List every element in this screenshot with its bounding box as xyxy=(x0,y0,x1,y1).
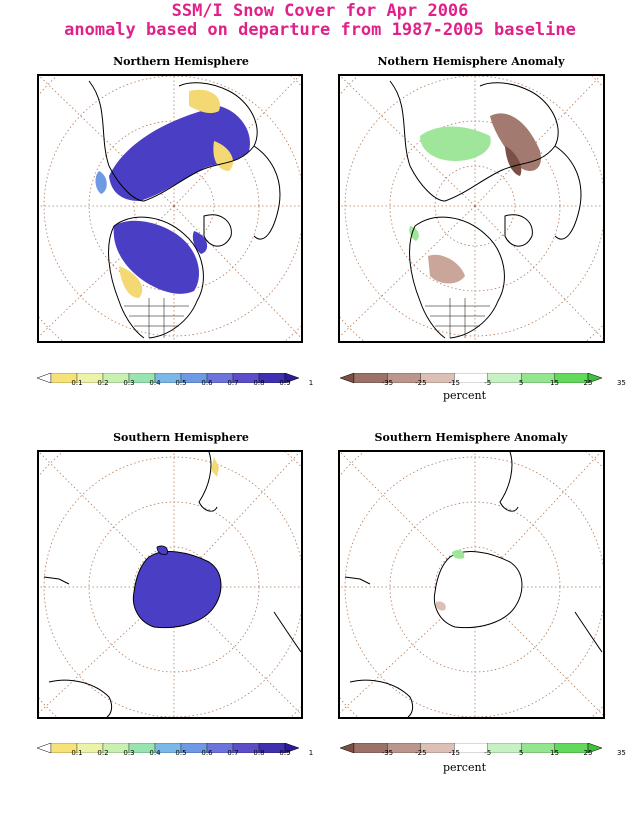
map-northern-hemisphere-svg xyxy=(39,76,301,341)
colorbar-tick-label: -15 xyxy=(448,749,460,757)
colorbar-max-arrow xyxy=(587,372,603,384)
anomaly-negative-east-antarctica xyxy=(435,601,446,611)
colorbar-unit-sh: percent xyxy=(443,761,486,774)
colorbar-max-arrow xyxy=(284,742,300,754)
colorbar-min-arrow xyxy=(339,742,355,754)
colorbar-tick-label: -35 xyxy=(381,379,394,387)
antarctica-outline xyxy=(433,551,523,629)
colorbar-tick-label: 0.4 xyxy=(149,379,161,387)
colorbar-tick-label: 0.5 xyxy=(175,749,187,757)
colorbar-tick-label: 15 xyxy=(550,749,560,757)
map-southern-anomaly-svg xyxy=(340,452,603,717)
colorbar-max-arrow xyxy=(587,742,603,754)
colorbar-swatches xyxy=(339,372,603,384)
figure-title-line-1: SSM/I Snow Cover for Apr 2006 xyxy=(171,1,469,21)
panel-title-southern-hemisphere: Southern Hemisphere xyxy=(113,431,249,444)
snow-greenland-edge xyxy=(192,231,208,254)
coastlines xyxy=(88,80,281,339)
anomaly-positive-alaska xyxy=(409,226,419,241)
colorbar-tick-label: 25 xyxy=(583,379,593,387)
snow-partial-scandinavia xyxy=(189,89,220,114)
colorbar-anomaly-nh xyxy=(339,368,603,384)
colorbar-min-arrow xyxy=(36,742,52,754)
political-boundaries xyxy=(124,298,189,338)
map-northern-hemisphere xyxy=(37,74,303,343)
colorbar-tick-label: 0.6 xyxy=(201,379,213,387)
colorbar-tick-label: 5 xyxy=(518,379,524,387)
snow-antarctica xyxy=(132,551,222,629)
colorbar-tick-label: 0.4 xyxy=(149,749,161,757)
snow-north-america xyxy=(113,220,199,294)
colorbar-tick-label: -25 xyxy=(415,379,427,387)
colorbar-tick-label: -25 xyxy=(415,749,427,757)
panel-title-northern-anomaly: Nothern Hemisphere Anomaly xyxy=(377,55,565,68)
colorbar-tick-label: 1 xyxy=(308,749,314,757)
colorbar-tick-label: 0.2 xyxy=(97,749,109,757)
colorbar-tick-label: -15 xyxy=(448,379,460,387)
colorbar-tick-label: 0.6 xyxy=(201,749,213,757)
anomaly-negative-europe xyxy=(490,113,541,171)
colorbar-tick-label: 1 xyxy=(308,379,314,387)
antarctic-peninsula xyxy=(156,545,168,555)
map-northern-anomaly xyxy=(338,74,605,343)
colorbar-swatches xyxy=(36,372,300,384)
coastlines xyxy=(389,80,582,339)
snow-partial-eurasia-south xyxy=(213,141,234,171)
colorbar-tick-label: 15 xyxy=(550,379,560,387)
colorbar-swatch xyxy=(487,372,522,384)
colorbar-tick-label: 0.8 xyxy=(253,379,265,387)
colorbar-tick-label: 0.8 xyxy=(253,749,265,757)
colorbar-swatches xyxy=(339,742,603,754)
colorbar-tick-label: -5 xyxy=(484,379,492,387)
colorbar-tick-label: -5 xyxy=(484,749,492,757)
snow-partial-north-america xyxy=(119,266,143,298)
colorbar-tick-label: 35 xyxy=(616,749,626,757)
map-southern-hemisphere-svg xyxy=(39,452,301,717)
panel-title-northern-hemisphere: Northern Hemisphere xyxy=(113,55,249,68)
snow-east-asia xyxy=(95,171,107,194)
anomaly-negative-canada xyxy=(428,254,465,284)
colorbar-anomaly-sh xyxy=(339,738,603,754)
graticule xyxy=(340,76,603,341)
colorbar-swatches xyxy=(36,742,300,754)
colorbar-tick-label: 0.5 xyxy=(175,379,187,387)
map-southern-anomaly xyxy=(338,450,605,719)
colorbar-tick-label: 0.1 xyxy=(71,379,83,387)
colorbar-tick-label: 0.9 xyxy=(279,379,291,387)
colorbar-tick-label: 25 xyxy=(583,749,593,757)
colorbar-min-arrow xyxy=(339,372,355,384)
map-northern-anomaly-svg xyxy=(340,76,603,341)
snow-eurasia xyxy=(109,106,250,201)
colorbar-tick-label: 0.9 xyxy=(279,749,291,757)
colorbar-unit-nh: percent xyxy=(443,389,486,402)
colorbar-swatch xyxy=(487,742,522,754)
colorbar-tick-label: 0.7 xyxy=(227,749,239,757)
colorbar-tick-label: 0.7 xyxy=(227,379,239,387)
colorbar-snow-fraction-nh xyxy=(36,368,300,384)
political-boundaries xyxy=(425,298,490,338)
coastlines xyxy=(344,452,603,717)
anomaly-positive-peninsula xyxy=(452,550,465,559)
map-southern-hemisphere xyxy=(37,450,303,719)
coastlines xyxy=(43,452,301,717)
colorbar-tick-label: -35 xyxy=(381,749,394,757)
panel-title-southern-anomaly: Southern Hemisphere Anomaly xyxy=(374,431,568,444)
colorbar-min-arrow xyxy=(36,372,52,384)
colorbar-tick-label: 0.1 xyxy=(71,749,83,757)
colorbar-tick-label: 0.3 xyxy=(123,749,135,757)
colorbar-tick-label: 0.3 xyxy=(123,379,135,387)
anomaly-strong-negative xyxy=(505,146,522,176)
colorbar-tick-label: 5 xyxy=(518,749,524,757)
snow-partial-andes xyxy=(211,457,219,477)
graticule xyxy=(39,76,301,341)
colorbar-tick-label: 35 xyxy=(616,379,626,387)
colorbar-tick-label: 0.2 xyxy=(97,379,109,387)
colorbar-max-arrow xyxy=(284,372,300,384)
colorbar-snow-fraction-sh xyxy=(36,738,300,754)
anomaly-positive-siberia xyxy=(420,126,491,161)
figure-title-line-2: anomaly based on departure from 1987-200… xyxy=(64,20,576,40)
